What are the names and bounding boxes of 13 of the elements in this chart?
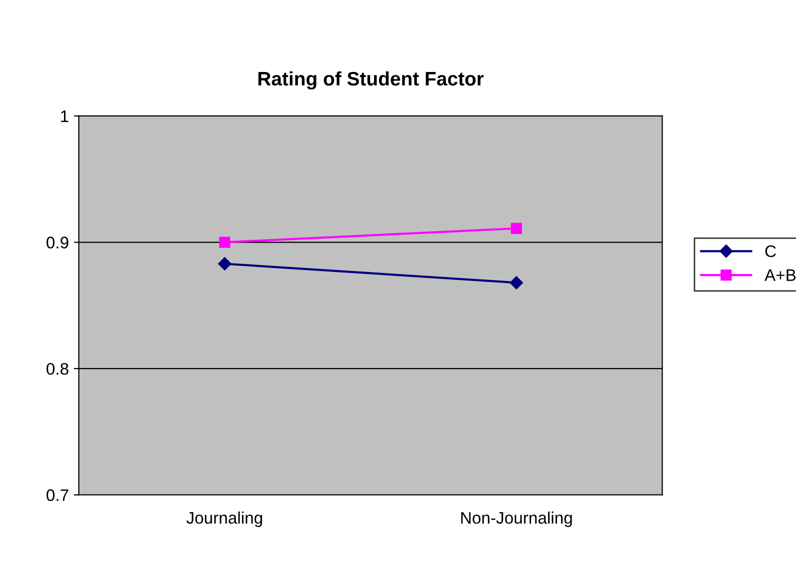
point	[219, 236, 230, 248]
x-tick-label: Non-Journaling	[461, 512, 572, 528]
point	[510, 222, 522, 234]
y-tick-label: 0.9	[46, 236, 68, 248]
y-tick-label: 0.8	[46, 362, 68, 375]
x-tick-label: Journaling	[186, 512, 262, 528]
legend-label: A+B	[764, 269, 796, 281]
point	[218, 257, 232, 270]
chart-title: Rating of Student Factor	[258, 71, 484, 90]
y-tick-label: 0.7	[46, 489, 68, 502]
point	[510, 276, 523, 290]
legend-label: C	[765, 245, 776, 258]
y-tick-label: 1	[61, 110, 68, 122]
